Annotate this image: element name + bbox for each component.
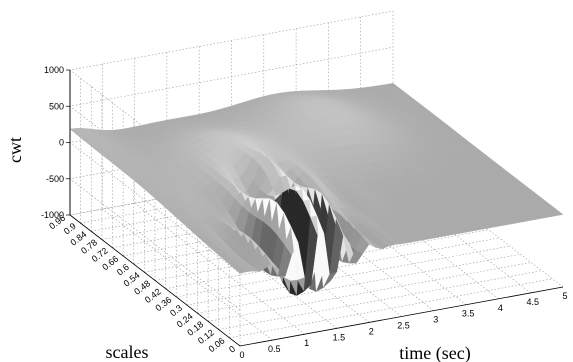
x-tick-label: 3 bbox=[433, 315, 438, 325]
z-tick-label: 0 bbox=[59, 138, 64, 148]
x-tick-label: 2 bbox=[369, 326, 374, 336]
x-tick-label: 5 bbox=[562, 291, 567, 301]
surface bbox=[69, 83, 564, 296]
z-tick-labels: -1000 -500 0 500 1000 bbox=[41, 65, 70, 220]
x-tick-label: 3.5 bbox=[462, 309, 475, 319]
y-tick-label: 0 bbox=[227, 344, 237, 355]
x-tick-label: 0 bbox=[239, 350, 244, 360]
x-tick-label: 4 bbox=[498, 303, 503, 313]
z-tick-label: -1000 bbox=[41, 210, 64, 220]
x-tick-label: 0.5 bbox=[268, 344, 281, 354]
x-tick-label: 2.5 bbox=[397, 321, 410, 331]
x-axis-label: time (sec) bbox=[399, 343, 470, 362]
x-tick-label: 4.5 bbox=[526, 297, 539, 307]
x-tick-label: 1.5 bbox=[333, 332, 346, 342]
x-tick-labels: 0 0.5 1 1.5 2 2.5 3 3.5 4 4.5 5 bbox=[239, 291, 567, 360]
y-axis-label: scales bbox=[106, 342, 149, 362]
z-tick-label: 500 bbox=[49, 101, 64, 111]
x-tick-label: 1 bbox=[304, 338, 309, 348]
z-tick-label: 1000 bbox=[44, 65, 64, 75]
z-tick-label: -500 bbox=[46, 174, 64, 184]
z-axis-label: cwt bbox=[5, 137, 25, 163]
